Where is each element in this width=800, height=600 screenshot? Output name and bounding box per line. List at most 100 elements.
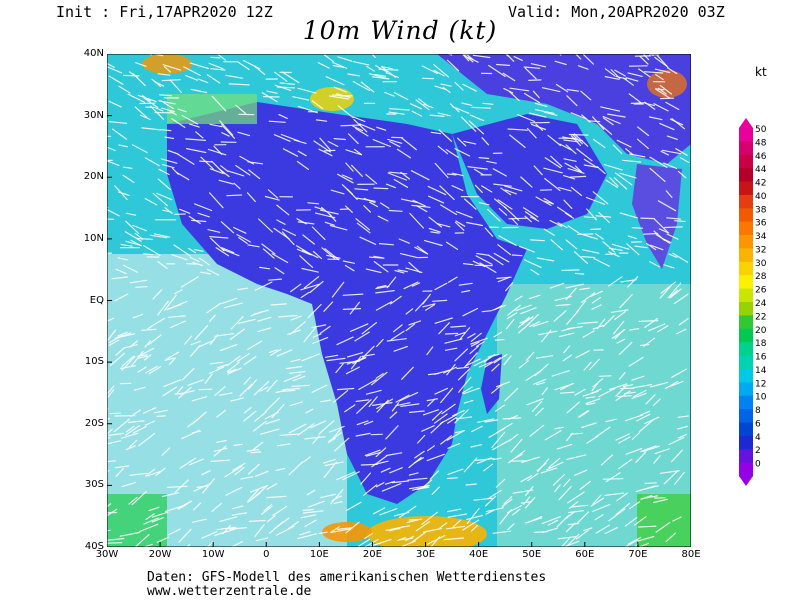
wind-streak [107, 160, 120, 167]
wind-streak [302, 508, 315, 511]
wind-streak [163, 379, 182, 388]
wind-streak [206, 74, 221, 84]
wind-streak [321, 247, 336, 260]
wind-streak [632, 384, 653, 389]
wind-streak [566, 454, 587, 461]
wind-streak [671, 368, 688, 378]
wind-streak [221, 247, 235, 254]
wind-streak [503, 496, 513, 505]
wind-streak [491, 363, 500, 372]
wind-streak [266, 483, 278, 490]
wind-streak [319, 325, 331, 334]
wind-streak [117, 257, 129, 261]
wind-streak [216, 54, 227, 61]
wind-streak [289, 401, 304, 407]
colorbar-label: 16 [755, 353, 767, 363]
wind-streak [481, 185, 493, 193]
wind-streak [177, 500, 192, 509]
wind-streak [380, 467, 391, 473]
wind-streak [408, 261, 421, 273]
data-source-label: Daten: GFS-Modell des amerikanischen Wet… [147, 570, 547, 585]
wind-streak [495, 381, 510, 388]
wind-streak [428, 227, 441, 233]
wind-streak [666, 233, 679, 240]
wind-streak [590, 497, 605, 507]
wind-streak [416, 205, 428, 213]
wind-streak [281, 231, 295, 246]
wind-streak [213, 445, 227, 457]
wind-streak [548, 457, 561, 468]
wind-streak [173, 244, 192, 257]
wind-streak [267, 189, 279, 199]
wind-streak [319, 137, 331, 151]
lat-label: 30S [84, 479, 104, 491]
wind-streak [242, 59, 261, 70]
wind-streak [604, 68, 616, 77]
wind-streak [254, 524, 265, 537]
wind-streak [661, 149, 682, 155]
wind-streak [405, 267, 423, 273]
wind-streak [345, 521, 360, 534]
wind-streak [161, 107, 175, 113]
wind-streak [133, 425, 147, 434]
wind-streak [506, 319, 515, 330]
wind-streak [564, 162, 582, 173]
wind-streak [625, 447, 643, 455]
wind-streak [152, 289, 163, 300]
wind-streak [393, 178, 409, 188]
wind-streak [352, 357, 367, 365]
wind-streak [523, 66, 541, 69]
wind-streak [218, 179, 234, 185]
wind-streak [209, 123, 223, 128]
wind-streak [450, 325, 467, 328]
colorbar-bottom-arrow [739, 476, 753, 486]
wind-streak [275, 467, 286, 471]
colorbar-swatch [739, 368, 753, 383]
wind-streak [520, 307, 537, 315]
wind-streak [191, 396, 208, 402]
wind-streak [614, 310, 627, 320]
wind-streak [655, 522, 671, 533]
colorbar-swatch [739, 235, 753, 249]
wind-streak [636, 138, 649, 150]
wind-streak [642, 445, 660, 453]
wind-streak [528, 294, 541, 300]
wind-streak [344, 404, 356, 413]
wind-streak [253, 380, 270, 396]
wind-streak [333, 501, 343, 504]
wind-streak [346, 352, 364, 358]
wind-streak [377, 215, 389, 222]
wind-streak [387, 172, 407, 181]
wind-streak [628, 536, 642, 545]
lon-label: 80E [681, 549, 701, 560]
wind-streak [615, 502, 631, 516]
wind-streak [536, 382, 546, 386]
wind-streak [303, 276, 320, 289]
wind-streak [570, 135, 582, 147]
wind-streak [183, 335, 193, 345]
wind-streak [332, 61, 348, 69]
wind-streak [403, 281, 419, 290]
wind-streak [505, 282, 514, 292]
wind-streak [121, 481, 137, 488]
wind-streak [216, 526, 237, 531]
wind-streak [447, 443, 461, 449]
wind-streak [454, 81, 464, 91]
wind-streak [320, 399, 332, 403]
wind-streak [654, 448, 670, 455]
wind-streak [660, 281, 677, 294]
wind-streak [393, 92, 409, 101]
wind-streak [188, 123, 200, 128]
wind-streak [549, 219, 563, 227]
wind-streak [190, 219, 207, 223]
wind-streak [313, 140, 331, 153]
wind-streak [221, 528, 236, 534]
wind-streak [658, 228, 670, 234]
wind-streak [297, 533, 317, 540]
wind-streak [360, 345, 375, 361]
wind-streak [311, 226, 326, 240]
wind-streak [532, 321, 549, 327]
wind-streak [529, 424, 545, 437]
wind-streak [107, 503, 112, 508]
wind-streak [568, 510, 584, 514]
